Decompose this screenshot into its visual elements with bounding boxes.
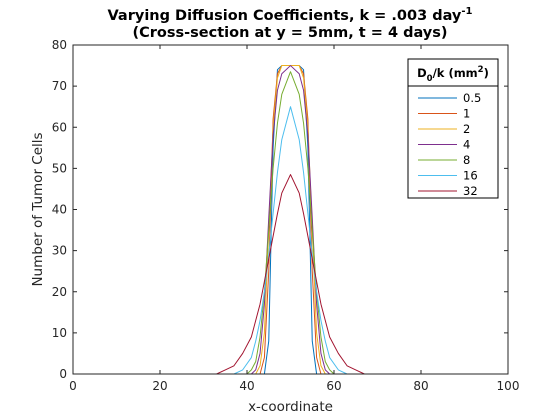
legend-title-mid: /k (mm [433, 66, 478, 80]
legend-label: 8 [463, 153, 470, 167]
legend-title-d: D [417, 66, 427, 80]
legend-title-sup: 2 [478, 65, 484, 75]
series-line-32 [73, 174, 508, 375]
legend-label: 0.5 [463, 91, 481, 105]
chart-title-line1-main: Varying Diffusion Coefficients, k = .003… [108, 8, 462, 24]
legend-label: 4 [463, 138, 470, 152]
legend-title-end: ) [484, 66, 489, 80]
y-tick-label: 50 [52, 161, 67, 175]
y-tick-label: 0 [59, 367, 67, 381]
y-tick-label: 30 [52, 244, 67, 258]
series-line-8 [73, 71, 508, 375]
x-tick-label: 40 [239, 379, 254, 393]
series-line-4 [73, 65, 508, 375]
chart-title-line1: Varying Diffusion Coefficients, k = .003… [108, 6, 473, 24]
legend-title-sub: 0 [427, 74, 433, 84]
x-tick-label: 60 [326, 379, 341, 393]
y-tick-label: 40 [52, 203, 67, 217]
y-tick-label: 60 [52, 120, 67, 134]
chart-title-line1-sup: -1 [461, 6, 472, 17]
legend-label: 2 [463, 122, 470, 136]
chart-title-line2: (Cross-section at y = 5mm, t = 4 days) [132, 25, 447, 41]
legend-label: 32 [463, 184, 478, 198]
series-line-16 [73, 106, 508, 375]
legend-title: D0/k (mm2) [417, 65, 489, 84]
x-tick-label: 100 [497, 379, 520, 393]
y-tick-label: 20 [52, 285, 67, 299]
series-group [73, 65, 508, 375]
x-tick-label: 80 [413, 379, 428, 393]
legend-label: 16 [463, 169, 478, 183]
x-axis-label: x-coordinate [248, 399, 333, 415]
x-tick-label: 20 [152, 379, 167, 393]
x-tick-label: 0 [69, 379, 77, 393]
y-axis-label: Number of Tumor Cells [30, 132, 46, 286]
legend-label: 1 [463, 107, 470, 121]
y-tick-label: 10 [52, 326, 67, 340]
y-tick-label: 70 [52, 79, 67, 93]
y-tick-label: 80 [52, 38, 67, 52]
